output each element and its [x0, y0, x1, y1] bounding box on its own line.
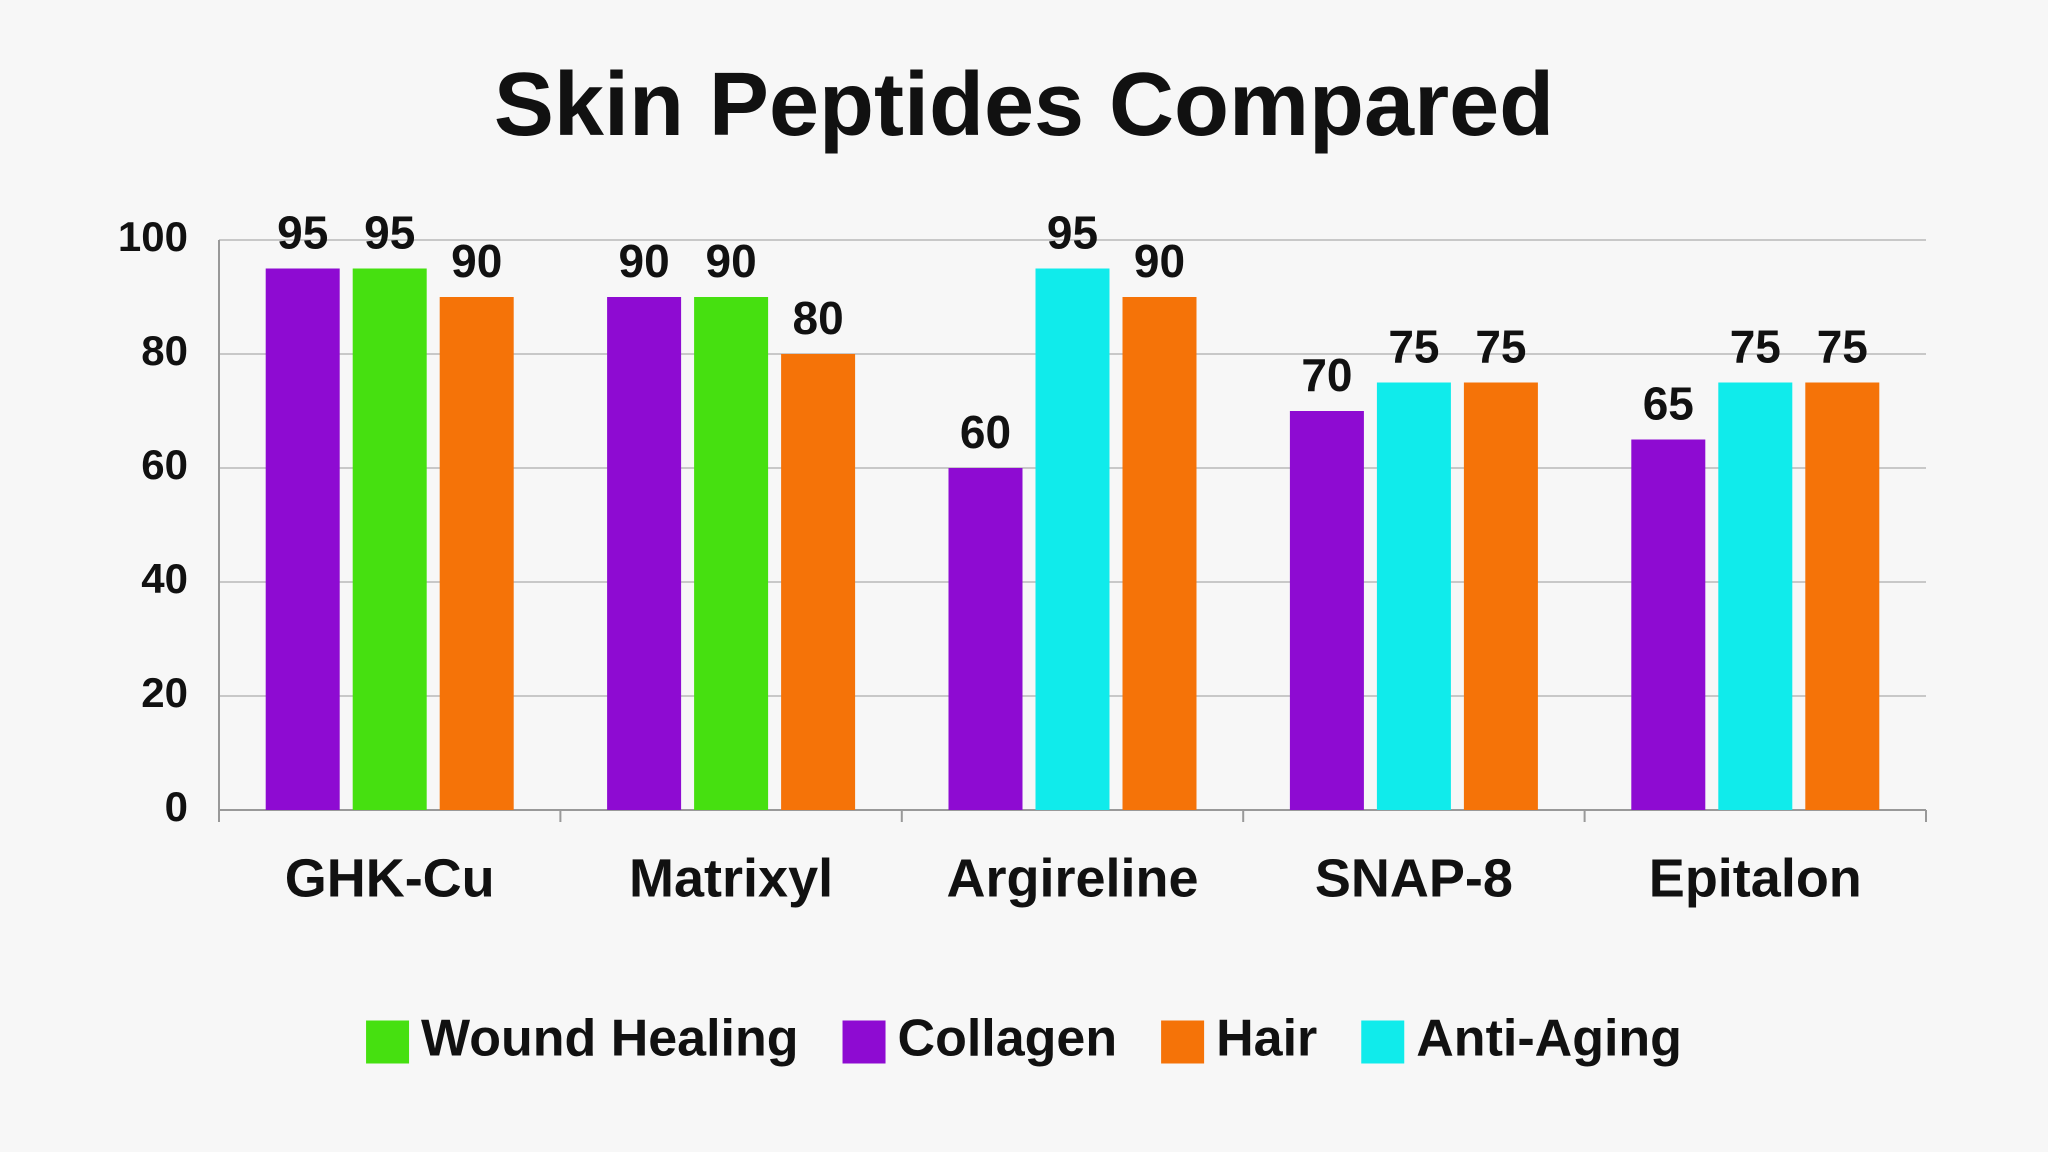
legend-label: Hair	[1216, 1010, 1317, 1068]
legend-item: Collagen	[842, 1010, 1118, 1068]
bar	[1631, 439, 1706, 810]
bar	[1122, 297, 1197, 810]
value-label: 95	[1047, 207, 1098, 259]
value-label: 95	[364, 207, 415, 259]
legend-swatch	[1161, 1020, 1205, 1064]
value-label: 70	[1301, 349, 1352, 401]
bar	[694, 297, 769, 810]
legend-item: Hair	[1161, 1010, 1317, 1068]
bar	[948, 468, 1023, 810]
legend-item: Anti-Aging	[1361, 1010, 1682, 1068]
bar	[1718, 382, 1793, 810]
value-label: 75	[1475, 321, 1526, 373]
y-tick-label: 0	[165, 783, 188, 830]
value-label: 95	[277, 207, 328, 259]
legend-label: Anti-Aging	[1416, 1010, 1682, 1068]
bar	[1376, 382, 1451, 810]
value-label: 65	[1643, 378, 1694, 430]
x-tick-label: Matrixyl	[629, 848, 833, 908]
bar	[1289, 411, 1364, 810]
value-label: 90	[451, 235, 502, 287]
value-label: 90	[619, 235, 670, 287]
value-label: 90	[1134, 235, 1185, 287]
value-label: 75	[1817, 321, 1868, 373]
x-tick-label: SNAP-8	[1315, 848, 1513, 908]
legend-swatch	[366, 1020, 410, 1064]
y-tick-label: 20	[141, 669, 188, 716]
y-tick-label: 80	[141, 327, 188, 374]
bar	[352, 268, 427, 810]
x-tick-label: Epitalon	[1649, 848, 1862, 908]
y-tick-label: 40	[141, 555, 188, 602]
legend-label: Collagen	[898, 1010, 1118, 1068]
bar	[781, 354, 856, 810]
value-label: 80	[793, 292, 844, 344]
x-tick-label: Argireline	[946, 848, 1198, 908]
legend-label: Wound Healing	[421, 1010, 798, 1068]
legend-swatch	[1361, 1020, 1405, 1064]
value-label: 75	[1388, 321, 1439, 373]
y-tick-label: 100	[118, 213, 188, 260]
value-label: 75	[1730, 321, 1781, 373]
legend-item: Wound Healing	[366, 1010, 799, 1068]
value-label: 60	[960, 406, 1011, 458]
chart-title: Skin Peptides Compared	[494, 55, 1554, 155]
bar	[1463, 382, 1538, 810]
x-tick-label: GHK-Cu	[285, 848, 495, 908]
legend-swatch	[842, 1020, 886, 1064]
bar	[607, 297, 682, 810]
bar	[439, 297, 514, 810]
y-tick-label: 60	[141, 441, 188, 488]
bar	[265, 268, 340, 810]
bar	[1805, 382, 1880, 810]
value-label: 90	[706, 235, 757, 287]
bar	[1035, 268, 1110, 810]
